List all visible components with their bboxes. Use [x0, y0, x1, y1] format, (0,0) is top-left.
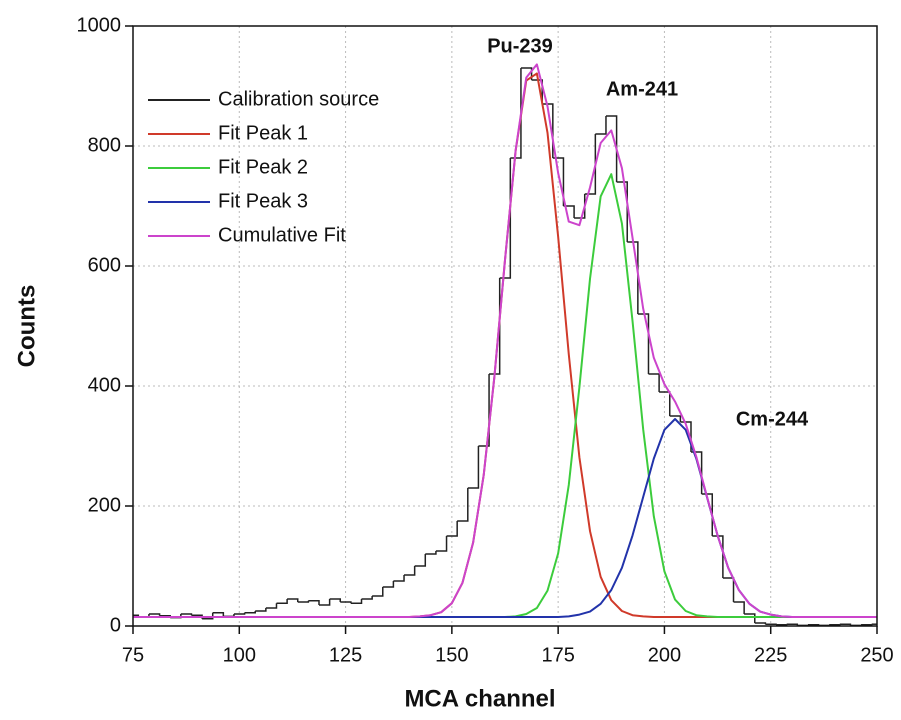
y-tick-label: 600 — [88, 254, 121, 276]
histogram-step — [744, 613, 756, 623]
plot-frame — [132, 25, 878, 627]
peak-label: Pu-239 — [487, 35, 553, 57]
histogram-step — [372, 587, 384, 597]
legend-label: Fit Peak 1 — [218, 122, 308, 144]
histogram-step — [616, 181, 628, 242]
x-tick-label: 175 — [541, 644, 574, 666]
histogram-step — [404, 566, 416, 576]
histogram-step — [393, 575, 405, 582]
histogram-step — [563, 205, 575, 218]
x-tick-label: 150 — [435, 644, 468, 666]
histogram-step — [605, 115, 618, 182]
histogram-step — [361, 596, 373, 600]
histogram-step — [829, 624, 841, 626]
histogram-step — [319, 599, 331, 606]
x-tick-label: 125 — [329, 644, 362, 666]
histogram-step — [180, 613, 193, 616]
histogram-step — [733, 601, 745, 614]
histogram-step — [531, 79, 543, 104]
histogram-step — [595, 116, 607, 135]
y-tick-label: 400 — [88, 374, 121, 396]
y-axis-title: Counts — [13, 285, 40, 368]
x-tick-label: 200 — [648, 644, 681, 666]
histogram-step — [425, 551, 437, 555]
y-tick-label: 800 — [88, 134, 121, 156]
histogram-step — [414, 554, 427, 567]
histogram-step — [435, 536, 448, 552]
histogram-step — [287, 598, 299, 602]
histogram-step — [574, 194, 586, 219]
histogram-step — [202, 612, 214, 620]
histogram-step — [467, 446, 480, 489]
x-tick-label: 225 — [754, 644, 787, 666]
histogram-step — [255, 608, 267, 612]
histogram-step — [212, 612, 225, 617]
histogram-step — [457, 488, 469, 522]
histogram-step — [669, 415, 682, 422]
histogram-step — [350, 599, 363, 604]
histogram-step — [329, 598, 342, 602]
fit-line — [133, 63, 877, 618]
histogram-step — [148, 613, 161, 616]
histogram-step — [648, 373, 660, 392]
x-tick-label: 250 — [860, 644, 893, 666]
histogram-step — [276, 599, 288, 604]
histogram-step — [382, 581, 395, 588]
y-tick-label: 200 — [88, 494, 121, 516]
histogram-step — [446, 521, 458, 537]
x-tick-label: 100 — [223, 644, 256, 666]
x-tick-label: 75 — [122, 644, 144, 666]
peak-label: Am-241 — [606, 78, 678, 100]
y-tick-label: 1000 — [77, 14, 122, 36]
legend-label: Fit Peak 3 — [218, 190, 308, 212]
histogram-step — [308, 600, 320, 605]
histogram-step — [637, 313, 650, 374]
histogram-step — [861, 624, 873, 626]
legend-label: Calibration source — [218, 88, 379, 110]
histogram-step — [297, 600, 310, 603]
y-tick-label: 0 — [110, 614, 121, 636]
histogram-step — [776, 624, 788, 626]
legend-label: Fit Peak 2 — [218, 156, 308, 178]
histogram-step — [510, 68, 522, 159]
histogram-step — [765, 623, 777, 625]
histogram-step — [627, 241, 639, 314]
x-axis-title: MCA channel — [404, 685, 555, 712]
peak-label: Cm-244 — [736, 408, 809, 430]
histogram-step — [478, 374, 490, 447]
histogram-step — [712, 535, 724, 578]
histogram-step — [265, 603, 278, 609]
legend-label: Cumulative Fit — [218, 224, 346, 246]
